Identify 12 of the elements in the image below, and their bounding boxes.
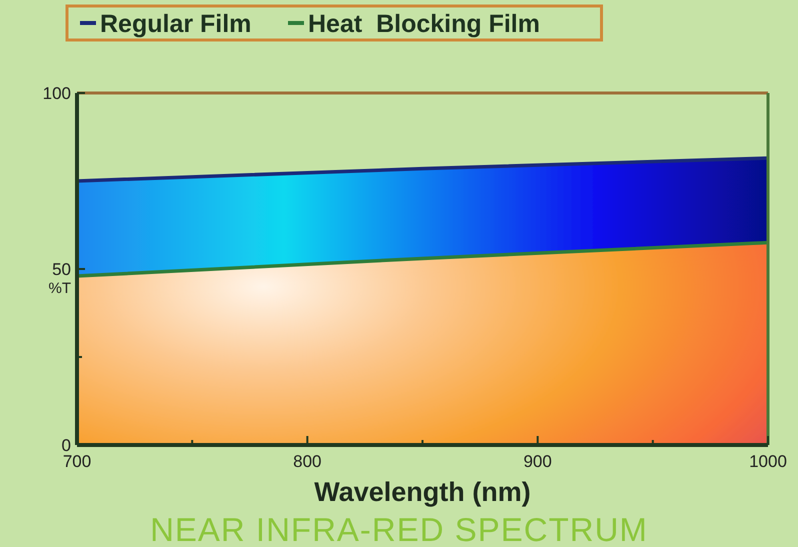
x-axis-title: Wavelength (nm) bbox=[314, 477, 531, 507]
x-tick-label: 1000 bbox=[749, 452, 787, 471]
legend-label: Heat Blocking Film bbox=[308, 10, 540, 38]
y-tick-label: 50 bbox=[52, 260, 71, 279]
x-tick-label: 700 bbox=[62, 452, 92, 471]
y-tick-label: 100 bbox=[42, 84, 71, 103]
x-tick-label: 900 bbox=[523, 452, 552, 471]
text: NEAR INFRA-RED SPECTRUM bbox=[150, 511, 648, 547]
y-tick-label: 0 bbox=[62, 436, 71, 455]
y-axis-title: %T bbox=[48, 280, 71, 297]
x-tick-label: 800 bbox=[293, 452, 322, 471]
legend-label: Regular Film bbox=[100, 10, 252, 38]
